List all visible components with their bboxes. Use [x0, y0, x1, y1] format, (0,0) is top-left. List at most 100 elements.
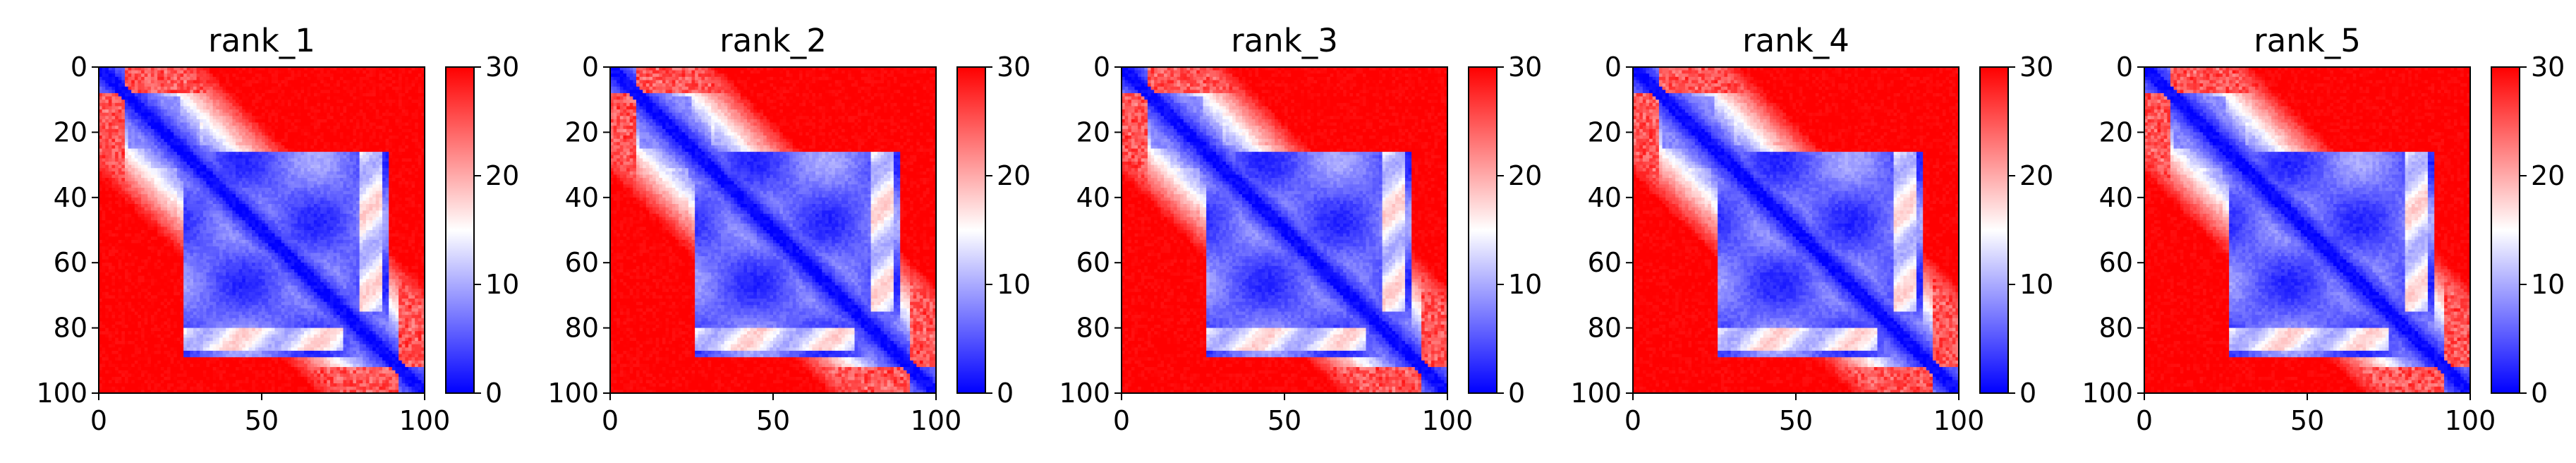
- heatmap-cell: [209, 136, 213, 139]
- heatmap-cell: [340, 93, 344, 97]
- heatmap-cell: [324, 172, 327, 175]
- heatmap-cell: [298, 123, 301, 126]
- heatmap-cell: [206, 83, 209, 87]
- heatmap-cell: [356, 119, 360, 123]
- heatmap-cell: [239, 113, 243, 116]
- heatmap-cell: [308, 139, 311, 143]
- heatmap-cell: [111, 178, 115, 181]
- heatmap-cell: [399, 145, 402, 149]
- heatmap-cell: [164, 73, 167, 77]
- heatmap-cell: [190, 109, 193, 113]
- heatmap-cell: [131, 97, 135, 100]
- heatmap-cell: [350, 191, 353, 195]
- heatmap-cell: [255, 142, 259, 145]
- heatmap-cell: [336, 73, 340, 77]
- heatmap-cell: [174, 168, 177, 172]
- heatmap-cell: [317, 83, 321, 87]
- heatmap-cell: [131, 106, 135, 109]
- heatmap-cell: [258, 116, 262, 119]
- heatmap-cell: [320, 139, 324, 143]
- heatmap-cell: [363, 97, 366, 100]
- heatmap-cell: [121, 165, 125, 169]
- heatmap-cell: [131, 184, 135, 188]
- heatmap-cell: [138, 113, 141, 116]
- heatmap-cell: [216, 162, 219, 165]
- heatmap-cell: [213, 126, 217, 129]
- heatmap-cell: [291, 158, 295, 162]
- heatmap-cell: [131, 174, 135, 178]
- heatmap-cell: [125, 188, 128, 191]
- heatmap-cell: [219, 87, 223, 90]
- heatmap-cell: [209, 93, 213, 97]
- heatmap-cell: [252, 136, 255, 139]
- heatmap-cell: [216, 103, 219, 107]
- heatmap-cell: [268, 109, 272, 113]
- heatmap-cell: [334, 136, 337, 139]
- heatmap-cell: [324, 152, 327, 155]
- heatmap-cell: [402, 106, 406, 109]
- heatmap-cell: [252, 194, 255, 198]
- heatmap-cell: [181, 123, 184, 126]
- heatmap-cell: [284, 194, 288, 198]
- heatmap-cell: [121, 194, 125, 198]
- heatmap-cell: [300, 168, 304, 172]
- heatmap-cell: [216, 174, 219, 178]
- heatmap-cell: [291, 168, 295, 172]
- heatmap-cell: [216, 200, 219, 204]
- heatmap-cell: [193, 178, 197, 181]
- heatmap-cell: [125, 71, 128, 74]
- heatmap-cell: [310, 174, 314, 178]
- heatmap-cell: [336, 162, 340, 165]
- heatmap-cell: [147, 113, 151, 116]
- heatmap-cell: [161, 158, 164, 162]
- heatmap-cell: [356, 145, 360, 149]
- heatmap-cell: [203, 126, 207, 129]
- heatmap-cell: [281, 77, 285, 80]
- heatmap-cell: [324, 188, 327, 191]
- heatmap-cell: [200, 116, 203, 119]
- heatmap-cell: [344, 90, 347, 93]
- heatmap-cell: [281, 100, 285, 103]
- heatmap-cell: [151, 109, 154, 113]
- heatmap-cell: [171, 139, 174, 143]
- heatmap-cell: [324, 119, 327, 123]
- heatmap-cell: [281, 162, 285, 165]
- heatmap-cell: [395, 172, 399, 175]
- heatmap-cell: [415, 77, 418, 80]
- heatmap-cell: [245, 184, 249, 188]
- heatmap-cell: [262, 116, 265, 119]
- heatmap-cell: [135, 129, 138, 133]
- heatmap-cell: [408, 139, 412, 143]
- heatmap-cell: [258, 149, 262, 152]
- heatmap-cell: [300, 158, 304, 162]
- heatmap-cell: [119, 172, 122, 175]
- heatmap-cell: [258, 165, 262, 169]
- heatmap-cell: [356, 93, 360, 97]
- heatmap-cell: [294, 142, 298, 145]
- heatmap-cell: [265, 145, 269, 149]
- heatmap-cell: [288, 90, 291, 93]
- heatmap-cell: [382, 155, 386, 159]
- heatmap-cell: [229, 126, 233, 129]
- heatmap-cell: [249, 178, 253, 181]
- heatmap-cell: [226, 145, 229, 149]
- heatmap-cell: [304, 136, 308, 139]
- heatmap-cell: [226, 119, 229, 123]
- heatmap-cell: [379, 87, 382, 90]
- heatmap-cell: [262, 132, 265, 136]
- heatmap-cell: [219, 103, 223, 107]
- heatmap-cell: [284, 191, 288, 195]
- heatmap-cell: [177, 152, 181, 155]
- heatmap-cell: [255, 123, 259, 126]
- heatmap-cell: [203, 165, 207, 169]
- heatmap-cell: [255, 77, 259, 80]
- heatmap-cell: [336, 80, 340, 83]
- heatmap-cell: [219, 178, 223, 181]
- heatmap-cell: [294, 73, 298, 77]
- heatmap-cell: [128, 168, 132, 172]
- heatmap-cell: [376, 113, 379, 116]
- heatmap-cell: [236, 77, 239, 80]
- heatmap-cell: [216, 90, 219, 93]
- heatmap-cell: [197, 93, 200, 97]
- heatmap-cell: [363, 109, 366, 113]
